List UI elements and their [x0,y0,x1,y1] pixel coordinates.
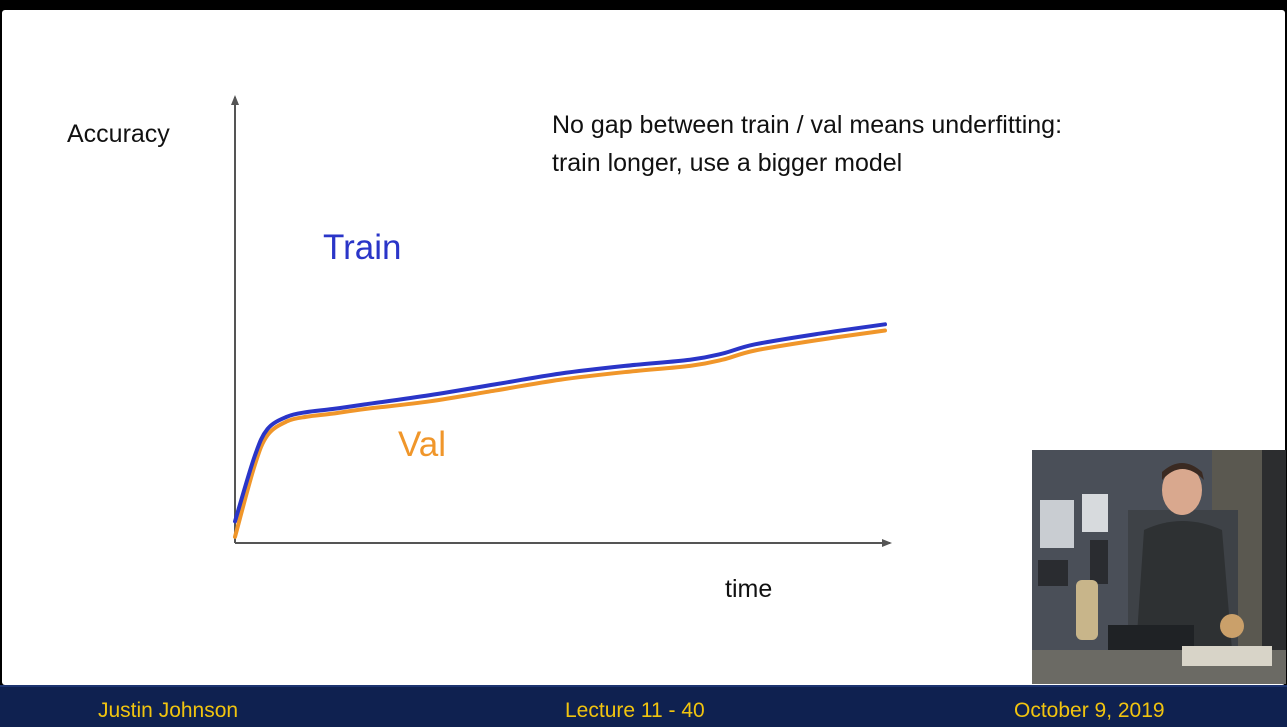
series-label-train: Train [323,228,401,267]
underfitting-note: No gap between train / val means underfi… [552,111,1063,177]
footer-lecture: Lecture 11 - 40 [565,699,705,722]
footer-date: October 9, 2019 [1014,699,1165,722]
chart-series [233,322,887,539]
footer-author: Justin Johnson [98,699,239,722]
series-line-val [233,328,887,539]
x-axis-arrow [882,539,892,547]
speaker-video-thumbnail [1032,450,1286,684]
y-axis-arrow [231,95,239,105]
speaker-video-image [1032,450,1286,684]
series-line-train [233,322,887,524]
x-axis-label: time [725,575,772,603]
y-axis-label: Accuracy [67,120,170,148]
series-label-val: Val [398,425,446,464]
chart-axes [231,95,892,547]
slide-footer: Justin Johnson Lecture 11 - 40 October 9… [0,685,1287,727]
